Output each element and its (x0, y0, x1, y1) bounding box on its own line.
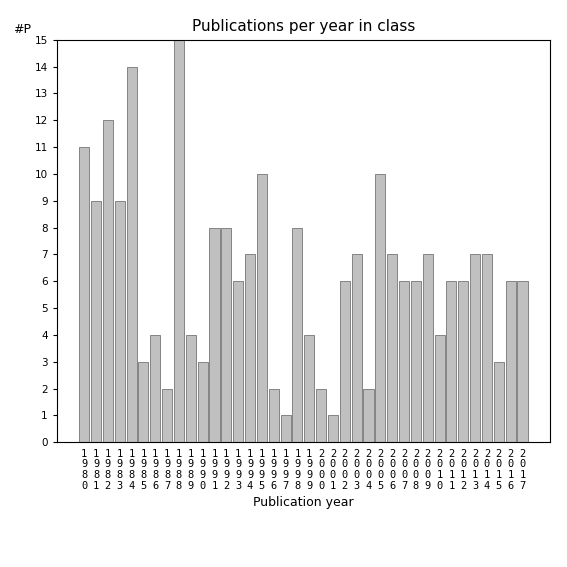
Bar (446, 281, 456, 442)
Bar (411, 281, 421, 442)
Bar (293, 227, 302, 442)
Bar (434, 335, 445, 442)
Bar (316, 388, 326, 442)
Bar (494, 362, 504, 442)
Bar (399, 281, 409, 442)
Bar (423, 255, 433, 442)
X-axis label: Publication year: Publication year (253, 497, 354, 510)
Bar (340, 281, 350, 442)
Bar (126, 66, 137, 442)
Bar (209, 227, 219, 442)
Bar (482, 255, 492, 442)
Bar (352, 255, 362, 442)
Bar (458, 281, 468, 442)
Bar (245, 255, 255, 442)
Bar (269, 388, 279, 442)
Bar (162, 388, 172, 442)
Bar (103, 120, 113, 442)
Bar (328, 416, 338, 442)
Bar (281, 416, 291, 442)
Bar (198, 362, 208, 442)
Bar (115, 201, 125, 442)
Bar (150, 335, 160, 442)
Bar (470, 255, 480, 442)
Bar (257, 174, 267, 442)
Bar (79, 147, 89, 442)
Title: Publications per year in class: Publications per year in class (192, 19, 415, 35)
Y-axis label: #P: #P (13, 23, 31, 36)
Bar (506, 281, 516, 442)
Bar (186, 335, 196, 442)
Bar (91, 201, 101, 442)
Bar (518, 281, 527, 442)
Bar (221, 227, 231, 442)
Bar (304, 335, 314, 442)
Bar (174, 40, 184, 442)
Bar (363, 388, 374, 442)
Bar (138, 362, 149, 442)
Bar (387, 255, 397, 442)
Bar (233, 281, 243, 442)
Bar (375, 174, 386, 442)
